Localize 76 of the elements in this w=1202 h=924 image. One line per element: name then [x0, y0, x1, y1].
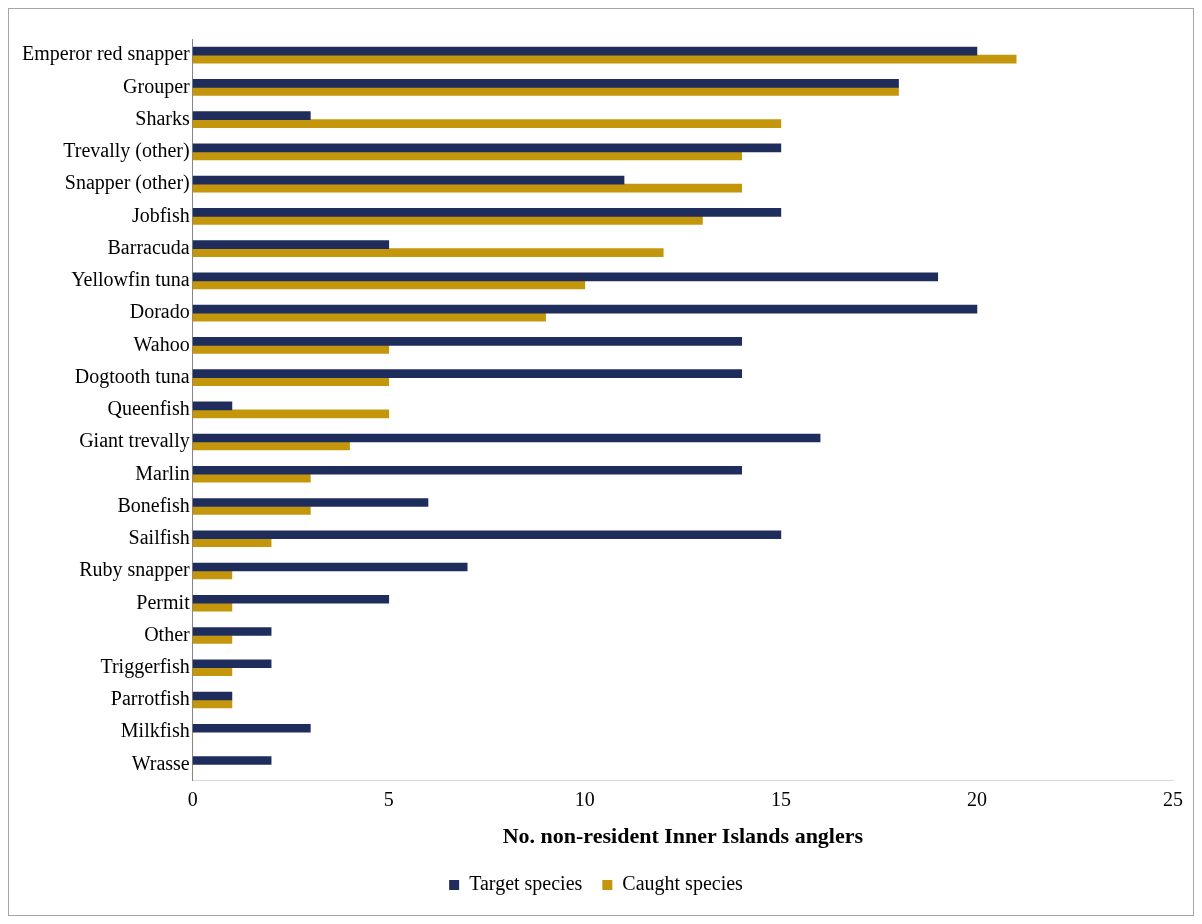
bar [192, 183, 742, 193]
bar [192, 562, 468, 572]
bar [192, 240, 390, 249]
bar [192, 54, 1017, 64]
y-tick-label: Parrotfish [110, 687, 190, 710]
bar [192, 143, 782, 153]
bar [192, 498, 429, 507]
y-tick-label: Yellowfin tuna [71, 268, 190, 291]
x-tick-label: 10 [574, 787, 595, 810]
x-axis-title: No. non-resident Inner Islands anglers [502, 823, 864, 849]
bar [192, 344, 390, 354]
y-tick-label: Wahoo [133, 332, 190, 355]
y-tick-label: Queenfish [107, 397, 190, 420]
bar [192, 699, 233, 709]
y-tick-label: Barracuda [107, 235, 190, 258]
y-tick-label: Emperor red snapper [21, 42, 191, 66]
x-tick-label: 0 [187, 787, 198, 810]
bar [192, 272, 939, 282]
bar [192, 175, 625, 185]
bar [192, 441, 350, 451]
y-tick-label: Trevally (other) [63, 139, 190, 163]
bar [192, 691, 233, 701]
bar [192, 280, 586, 290]
y-tick-label: Milkfish [120, 719, 190, 742]
bar [192, 570, 233, 580]
y-tick-label: Dorado [129, 300, 190, 323]
y-tick-label: Other [144, 622, 191, 645]
bar [192, 530, 782, 540]
bar [192, 756, 272, 765]
legend-label: Caught species [622, 872, 744, 896]
bar [192, 401, 233, 411]
legend-label: Target species [469, 872, 583, 896]
bar [192, 111, 311, 120]
bar [192, 377, 390, 386]
x-tick-label: 20 [966, 787, 987, 810]
bar [192, 87, 899, 96]
y-tick-label: Sailfish [128, 526, 190, 549]
bar [192, 119, 782, 128]
y-tick-label: Triggerfish [100, 655, 190, 678]
y-tick-label: Dogtooth tuna [74, 364, 190, 388]
y-tick-label: Jobfish [131, 203, 190, 226]
bar [192, 248, 664, 257]
bar [192, 151, 742, 161]
bar [192, 409, 390, 419]
bar [192, 369, 742, 378]
x-tick-label: 15 [770, 787, 791, 810]
bar [192, 304, 978, 314]
bar [192, 433, 821, 443]
bar [192, 465, 742, 475]
bar [192, 79, 899, 88]
bar [192, 506, 311, 515]
y-tick-label: Bonefish [117, 493, 190, 516]
bar [192, 46, 978, 56]
bar [192, 602, 233, 612]
bar [192, 667, 233, 677]
y-tick-label: Wrasse [131, 751, 190, 774]
bar [192, 627, 272, 636]
bar [192, 216, 703, 225]
bar [192, 594, 390, 604]
y-tick-label: Permit [136, 590, 191, 613]
y-tick-label: Giant trevally [79, 429, 190, 453]
x-tick-label: 25 [1163, 787, 1183, 810]
y-tick-label: Ruby snapper [79, 558, 191, 582]
y-tick-label: Snapper (other) [64, 171, 190, 195]
bar [192, 659, 272, 669]
bar [192, 208, 782, 217]
y-tick-label: Marlin [135, 461, 190, 484]
bar [192, 723, 311, 733]
bar [192, 635, 233, 644]
bar [192, 538, 272, 548]
x-tick-label: 5 [383, 787, 394, 810]
bar [192, 312, 546, 322]
bar [192, 336, 742, 346]
y-tick-label: Sharks [135, 106, 190, 129]
bar [192, 473, 311, 483]
y-tick-label: Grouper [123, 74, 191, 98]
